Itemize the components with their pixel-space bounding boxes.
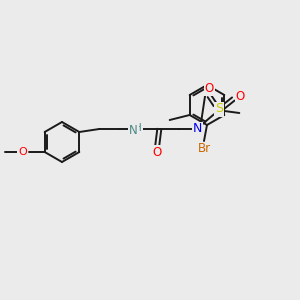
Text: O: O: [18, 147, 27, 157]
Text: O: O: [236, 89, 245, 103]
Text: H: H: [134, 123, 142, 133]
Text: O: O: [153, 146, 162, 158]
Text: N: N: [129, 124, 138, 136]
Text: S: S: [215, 103, 223, 116]
Text: O: O: [205, 82, 214, 95]
Text: Br: Br: [197, 142, 211, 155]
Text: N: N: [193, 122, 202, 136]
